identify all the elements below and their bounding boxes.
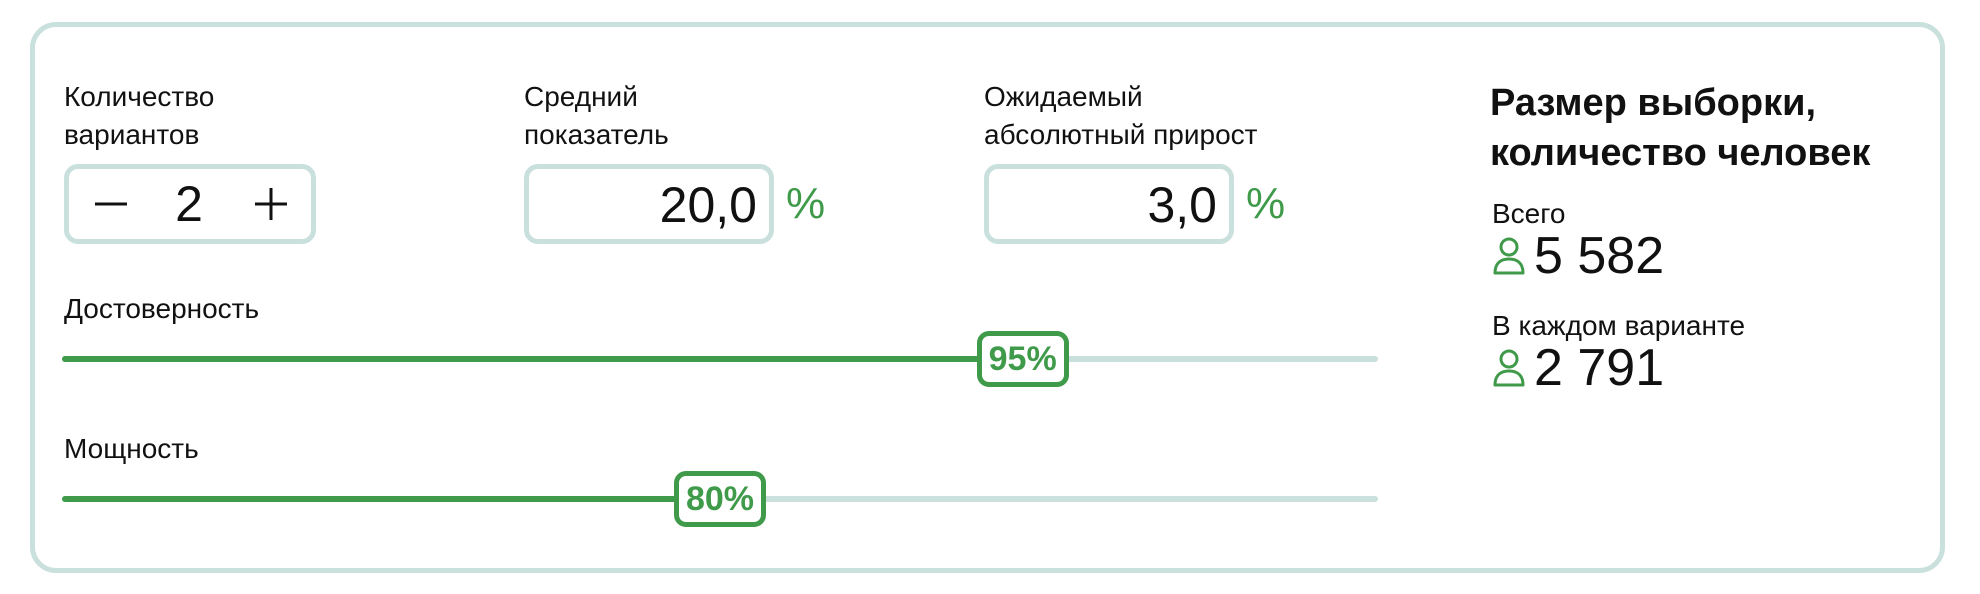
minus-icon bbox=[95, 202, 127, 206]
expected-growth-label-line2: абсолютный прирост bbox=[984, 119, 1258, 150]
confidence-label: Достоверность bbox=[64, 293, 260, 324]
variants-stepper: 2 bbox=[64, 164, 316, 244]
results-title: Размер выборки, количество человек bbox=[1490, 78, 1870, 178]
expected-growth-label: Ожидаемый абсолютный прирост bbox=[984, 78, 1257, 154]
decrement-button[interactable] bbox=[81, 169, 141, 239]
variants-label-line1: Количество bbox=[64, 81, 215, 112]
person-icon bbox=[1493, 349, 1525, 387]
results-title-line2: количество человек bbox=[1490, 132, 1871, 174]
expected-growth-unit: % bbox=[1246, 179, 1286, 228]
variants-value: 2 bbox=[175, 176, 203, 232]
expected-growth-label-line1: Ожидаемый bbox=[984, 81, 1143, 112]
expected-growth-value: 3,0 bbox=[1147, 177, 1217, 233]
confidence-slider-track[interactable] bbox=[62, 356, 1378, 362]
mean-input[interactable]: 20,0 bbox=[524, 164, 774, 244]
power-slider-thumb[interactable]: 80% bbox=[674, 471, 766, 527]
power-slider-fill bbox=[62, 496, 720, 502]
mean-label: Средний показатель bbox=[524, 78, 669, 154]
mean-unit: % bbox=[786, 179, 826, 228]
confidence-slider-thumb[interactable]: 95% bbox=[976, 331, 1069, 387]
results-title-line1: Размер выборки, bbox=[1490, 82, 1817, 124]
mean-label-line1: Средний bbox=[524, 81, 638, 112]
per-variant-value: 2 791 bbox=[1534, 339, 1665, 397]
variants-label: Количество вариантов bbox=[64, 78, 214, 154]
power-label: Мощность bbox=[64, 433, 199, 464]
confidence-slider-fill bbox=[62, 356, 1023, 362]
variants-label-line2: вариантов bbox=[64, 119, 200, 150]
total-label: Всего bbox=[1492, 198, 1566, 229]
mean-label-line2: показатель bbox=[524, 119, 669, 150]
expected-growth-input[interactable]: 3,0 bbox=[984, 164, 1234, 244]
person-icon bbox=[1493, 237, 1525, 275]
plus-icon bbox=[255, 188, 287, 220]
mean-value: 20,0 bbox=[659, 177, 757, 233]
total-value: 5 582 bbox=[1534, 227, 1665, 285]
per-variant-label: В каждом варианте bbox=[1492, 310, 1746, 341]
sample-size-calculator-card bbox=[30, 22, 1945, 573]
increment-button[interactable] bbox=[241, 169, 301, 239]
